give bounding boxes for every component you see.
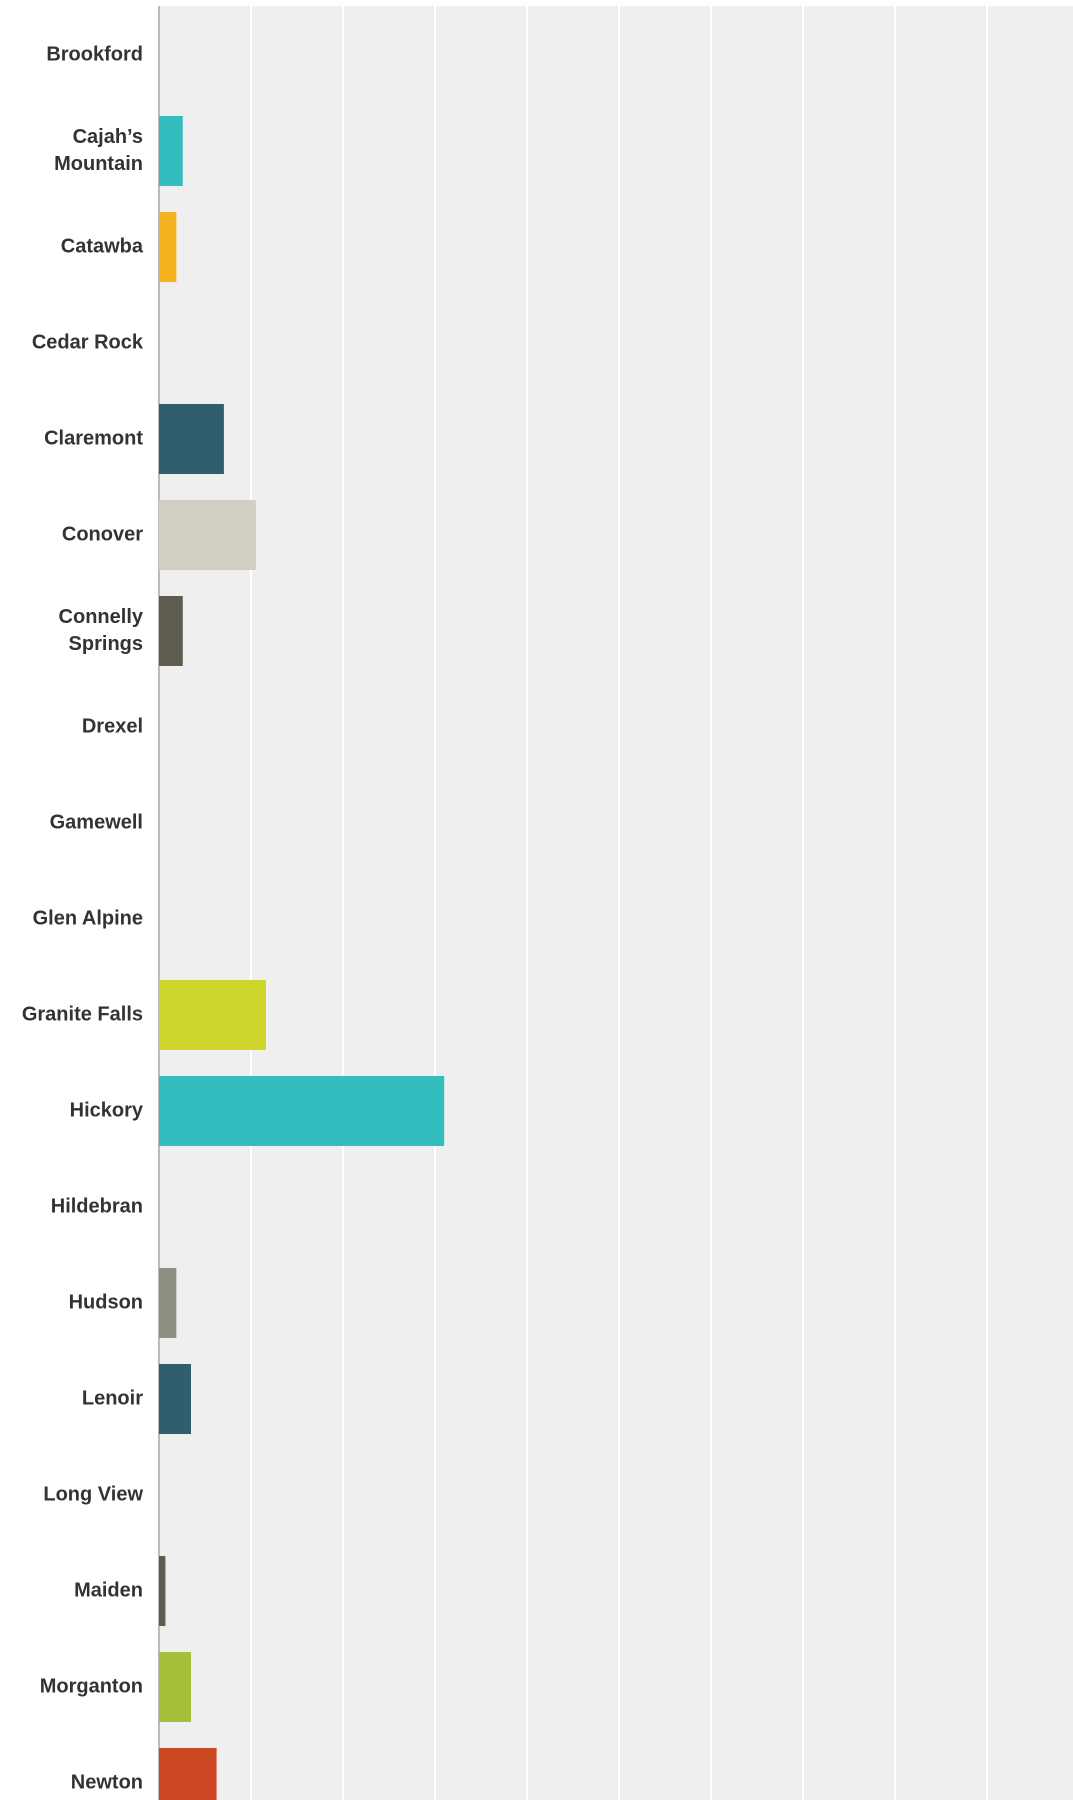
- bar: [159, 1364, 191, 1434]
- bar: [159, 212, 177, 282]
- category-label: Claremont: [44, 427, 143, 449]
- bar: [159, 404, 224, 474]
- category-label: Maiden: [74, 1579, 143, 1601]
- bar: [159, 596, 183, 666]
- category-label: Newton: [71, 1771, 143, 1793]
- gridlines: [250, 6, 988, 1800]
- category-label: Drexel: [82, 715, 143, 737]
- category-label: Lenoir: [82, 1387, 143, 1409]
- category-label: Hildebran: [51, 1195, 143, 1217]
- bar: [159, 1268, 177, 1338]
- category-label: Long View: [43, 1483, 143, 1505]
- category-label: Hickory: [70, 1099, 144, 1121]
- category-label: Hudson: [69, 1291, 143, 1313]
- category-label: Glen Alpine: [33, 907, 143, 929]
- category-label: Catawba: [61, 235, 144, 257]
- category-label: Conover: [62, 523, 143, 545]
- category-label: Cedar Rock: [32, 331, 144, 353]
- bar: [159, 1652, 191, 1722]
- category-label: Brookford: [46, 43, 143, 65]
- category-label: Connelly Springs: [59, 606, 144, 655]
- bar: [159, 116, 183, 186]
- category-label: Gamewell: [50, 811, 143, 833]
- category-label: Granite Falls: [22, 1003, 143, 1025]
- category-label: Cajah’s Mountain: [54, 126, 143, 175]
- category-labels: Brookford Cajah’s Mountain Catawba Cedar Roc…: [22, 43, 144, 1793]
- bar: [159, 1748, 217, 1800]
- bar: [159, 500, 256, 570]
- bars: [159, 116, 445, 1800]
- bar: [159, 1556, 166, 1626]
- bar: [159, 1076, 445, 1146]
- bar: [159, 980, 266, 1050]
- plot-background: [159, 6, 1073, 1800]
- category-label: Morganton: [40, 1675, 143, 1697]
